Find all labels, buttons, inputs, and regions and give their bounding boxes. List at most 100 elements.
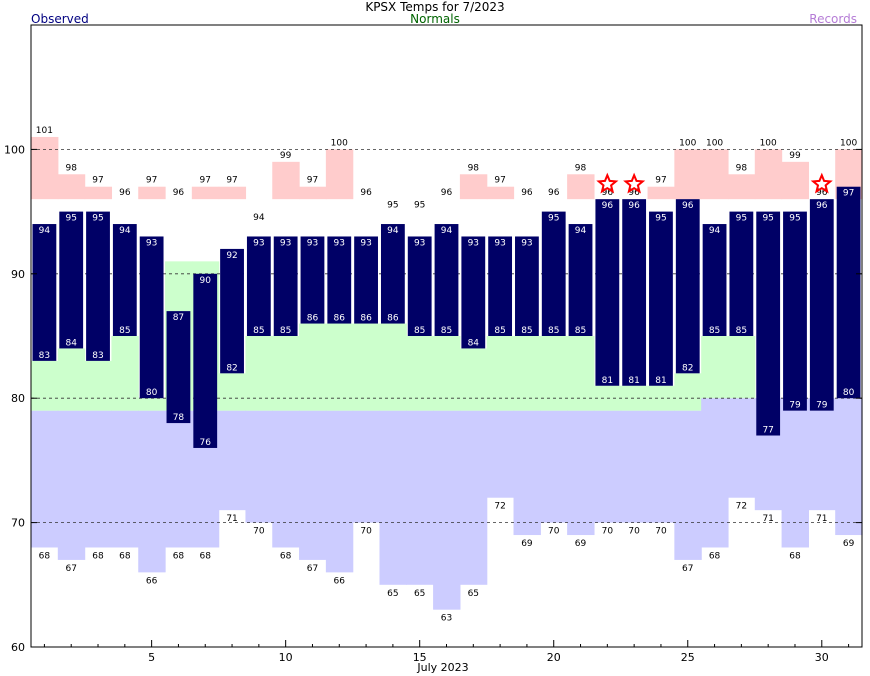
record-low-band [165, 410, 193, 548]
observed-bar [809, 199, 834, 411]
observed-bar [702, 224, 727, 336]
observed-bar [541, 211, 566, 336]
observed-low-label: 83 [39, 351, 50, 361]
record-low-band [111, 410, 139, 548]
observed-high-label: 96 [602, 201, 614, 211]
record-high-label: 96 [441, 188, 453, 198]
record-low-label: 70 [548, 527, 560, 537]
record-low-label: 68 [709, 551, 721, 561]
normal-band [111, 336, 139, 411]
normal-band [245, 336, 273, 411]
observed-low-label: 85 [548, 326, 559, 336]
record-low-band [647, 410, 675, 523]
record-high-label: 100 [706, 138, 723, 148]
observed-bar [86, 211, 110, 361]
record-high-label: 97 [146, 176, 157, 186]
record-high-band [31, 136, 59, 200]
record-low-label: 71 [816, 514, 827, 524]
record-low-label: 72 [736, 502, 747, 512]
observed-high-label: 90 [200, 276, 212, 286]
chart-title: KPSX Temps for 7/2023 [365, 0, 505, 14]
observed-bar [112, 224, 137, 336]
legend-observed: Observed [31, 12, 89, 26]
record-high-band [674, 149, 702, 200]
record-high-label: 97 [92, 176, 103, 186]
legend-normals: Normals [410, 12, 460, 26]
observed-bar [756, 211, 781, 436]
record-low-band [727, 398, 756, 498]
record-low-band [406, 410, 434, 585]
observed-bar [595, 199, 620, 386]
observed-low-label: 84 [468, 338, 480, 348]
y-tick-label: 80 [11, 392, 25, 405]
record-high-band [647, 186, 675, 200]
record-high-label: 98 [65, 163, 77, 173]
record-high-label: 96 [119, 188, 131, 198]
record-low-label: 71 [226, 514, 237, 524]
record-high-label: 97 [226, 176, 237, 186]
record-low-band [218, 410, 247, 511]
record-high-band [299, 186, 327, 200]
record-high-label: 96 [602, 188, 614, 198]
observed-high-label: 93 [468, 238, 479, 248]
observed-low-label: 81 [628, 376, 639, 386]
normal-band [325, 323, 354, 411]
record-high-band [57, 174, 86, 200]
observed-low-label: 82 [226, 363, 237, 373]
observed-low-label: 76 [200, 438, 212, 448]
observed-bar [461, 236, 486, 349]
observed-bars [32, 186, 861, 448]
record-low-label: 68 [280, 551, 292, 561]
record-low-band [379, 410, 407, 585]
record-high-label: 95 [387, 201, 398, 211]
observed-bar [193, 273, 218, 448]
observed-bar [568, 224, 593, 336]
y-tick-label: 100 [4, 143, 25, 156]
axes: 60 70 80 90 100 5 10 15 20 25 30 [4, 24, 863, 664]
normal-band [567, 336, 595, 411]
record-high-band [701, 149, 729, 200]
record-star-icon [623, 172, 646, 194]
observed-low-label: 79 [816, 401, 828, 411]
observed-bar [300, 236, 325, 324]
observed-bar [166, 311, 191, 424]
record-low-label: 65 [468, 589, 479, 599]
record-low-band [352, 410, 381, 523]
observed-high-label: 93 [521, 238, 532, 248]
normal-band [57, 348, 86, 411]
observed-high-label: 93 [307, 238, 318, 248]
observed-bar [407, 236, 432, 336]
record-high-label: 100 [331, 138, 348, 148]
x-tick-label: 10 [279, 651, 293, 664]
record-high-label: 96 [521, 188, 533, 198]
observed-low-label: 86 [360, 314, 372, 324]
observed-low-label: 85 [494, 326, 505, 336]
observed-high-label: 96 [628, 201, 640, 211]
x-tick-label: 20 [547, 651, 561, 664]
observed-low-label: 86 [307, 314, 319, 324]
observed-high-label: 93 [253, 238, 264, 248]
record-high-label: 101 [36, 126, 53, 136]
record-star-icon [810, 172, 833, 194]
legend-records: Records [809, 12, 857, 26]
record-low-band [593, 410, 622, 523]
record-star-icon [596, 172, 619, 194]
observed-high-label: 87 [173, 313, 184, 323]
normal-band [218, 373, 247, 411]
observed-low-label: 82 [682, 363, 693, 373]
record-low-label: 71 [762, 514, 773, 524]
observed-high-label: 93 [360, 238, 371, 248]
observed-bar [515, 236, 539, 336]
normal-band [486, 336, 515, 411]
normal-band [138, 398, 166, 411]
record-high-label: 98 [736, 163, 748, 173]
normal-band [674, 373, 702, 411]
normal-band [272, 336, 300, 411]
record-low-label: 68 [173, 551, 185, 561]
observed-low-label: 79 [789, 401, 801, 411]
observed-low-label: 81 [655, 376, 666, 386]
record-low-band [808, 398, 836, 511]
record-high-label: 98 [575, 163, 587, 173]
record-low-band [835, 398, 863, 536]
